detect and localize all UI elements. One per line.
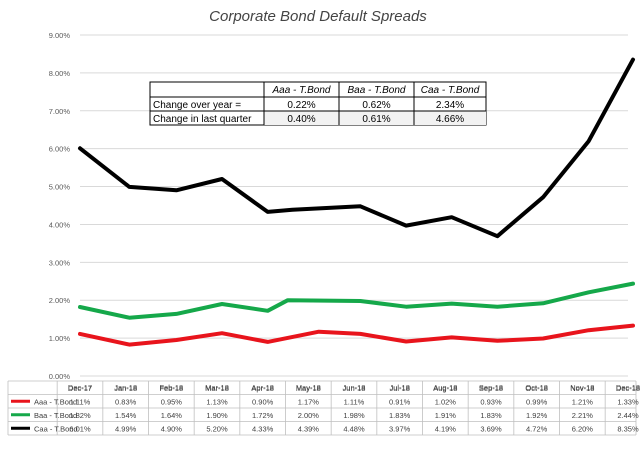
data-table-cell: 2.44%: [617, 411, 639, 420]
data-table-cell: 0.91%: [389, 397, 411, 406]
data-table-cell: 0.99%: [526, 397, 548, 406]
data-table-cell: 1.72%: [252, 411, 274, 420]
inset-table-row-label: Change over year =: [153, 100, 241, 111]
data-table-header: Aug-18: [433, 384, 457, 393]
data-table-header: Jan-18: [114, 384, 137, 393]
inset-table-value: 0.61%: [362, 114, 390, 125]
inset-table-header: Baa - T.Bond: [347, 85, 405, 96]
data-table-cell: 8.35%: [617, 424, 639, 433]
data-table-cell: 1.11%: [70, 397, 91, 406]
data-table-cell: 4.19%: [435, 424, 457, 433]
inset-table-row-label: Change in last quarter: [153, 114, 252, 125]
y-tick-label: 4.00%: [49, 220, 71, 229]
data-table-header: Jul-18: [389, 384, 409, 393]
data-table-header: Sep-18: [479, 384, 503, 393]
data-table-header: Oct-18: [525, 384, 548, 393]
data-table-cell: 1.13%: [206, 397, 228, 406]
data-table-cell: 4.99%: [115, 424, 137, 433]
data-table-header: Feb-18: [159, 384, 183, 393]
data-table-cell: 2.00%: [298, 411, 320, 420]
data-table-cell: 2.21%: [572, 411, 594, 420]
data-table-cell: 0.95%: [161, 397, 183, 406]
data-table-cell: 4.39%: [298, 424, 320, 433]
data-table-header: Jun-18: [343, 384, 366, 393]
data-table-cell: 4.72%: [526, 424, 548, 433]
data-table-cell: 1.98%: [343, 411, 365, 420]
inset-table-header: Caa - T.Bond: [421, 85, 480, 96]
inset-table-value: 2.34%: [436, 100, 464, 111]
data-table-cell: 0.90%: [252, 397, 274, 406]
y-tick-label: 5.00%: [49, 183, 71, 192]
data-table-cell: 3.69%: [480, 424, 502, 433]
inset-table-value: 4.66%: [436, 114, 464, 125]
data-table-cell: 1.33%: [617, 397, 639, 406]
data-table-header: Dec-17: [68, 384, 92, 393]
y-tick-label: 3.00%: [49, 258, 71, 267]
data-table-header: Dec-18: [616, 384, 640, 393]
data-table-cell: 6.01%: [69, 424, 91, 433]
data-table-cell: 0.83%: [115, 397, 137, 406]
inset-summary-table: Aaa - T.Bond Baa - T.Bond Caa - T.Bond Chan…: [150, 82, 486, 125]
y-tick-label: 1.00%: [49, 334, 71, 343]
y-tick-label: 8.00%: [49, 69, 71, 78]
data-table-cell: 1.91%: [435, 411, 457, 420]
y-tick-label: 9.00%: [49, 31, 71, 40]
inset-table-value: 0.22%: [287, 100, 315, 111]
data-table-cell: 5.20%: [206, 424, 228, 433]
data-table-cell: 1.17%: [298, 397, 320, 406]
data-table-header: Mar-18: [205, 384, 229, 393]
data-table-cell: 1.92%: [526, 411, 548, 420]
data-table-cell: 4.90%: [161, 424, 183, 433]
data-table-cell: 1.02%: [435, 397, 457, 406]
chart-title: Corporate Bond Default Spreads: [209, 8, 427, 25]
data-table-header: Nov-18: [570, 384, 594, 393]
data-table-cell: 1.64%: [161, 411, 183, 420]
inset-table-value: 0.62%: [362, 100, 390, 111]
data-table-cell: 1.82%: [69, 411, 91, 420]
data-table-cell: 3.97%: [389, 424, 411, 433]
data-table-cell: 1.11%: [344, 397, 365, 406]
inset-table-header: Aaa - T.Bond: [271, 85, 330, 96]
y-tick-label: 7.00%: [49, 107, 71, 116]
y-tick-label: 0.00%: [49, 372, 71, 381]
data-table-header: Apr-18: [251, 384, 274, 393]
data-table-cell: 4.33%: [252, 424, 274, 433]
inset-table-value: 0.40%: [287, 114, 315, 125]
data-table-cell: 1.83%: [389, 411, 411, 420]
data-table-header: May-18: [296, 384, 321, 393]
data-table-cell: 6.20%: [572, 424, 594, 433]
data-table-cell: 1.90%: [206, 411, 228, 420]
data-table-cell: 4.48%: [343, 424, 365, 433]
data-table-cell: 0.93%: [480, 397, 502, 406]
data-table-cell: 1.54%: [115, 411, 137, 420]
data-table-cell: 1.83%: [480, 411, 502, 420]
y-tick-label: 6.00%: [49, 145, 71, 154]
data-table-cell: 1.21%: [572, 397, 594, 406]
y-tick-label: 2.00%: [49, 296, 71, 305]
